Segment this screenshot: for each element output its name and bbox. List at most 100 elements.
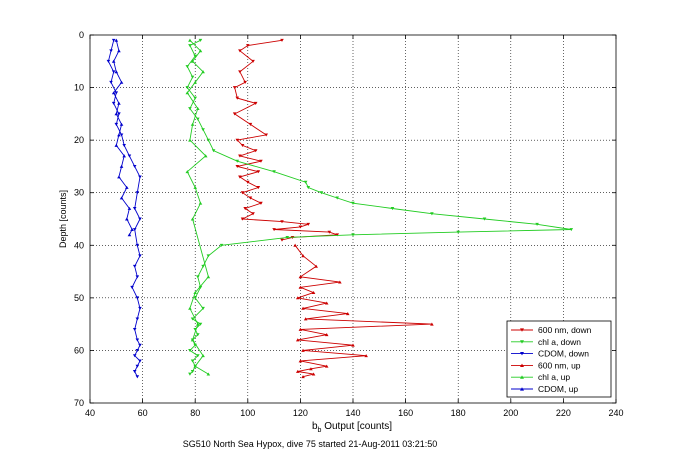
data-point bbox=[188, 306, 192, 310]
data-point bbox=[345, 312, 350, 316]
data-point bbox=[135, 348, 140, 353]
x-tick-label: 100 bbox=[240, 408, 255, 418]
data-point bbox=[127, 154, 132, 158]
legend-label: CDOM, down bbox=[538, 349, 589, 359]
data-point bbox=[201, 70, 205, 74]
data-point bbox=[198, 201, 203, 205]
x-tick-label: 160 bbox=[398, 408, 413, 418]
data-point bbox=[238, 70, 242, 74]
data-point bbox=[298, 225, 303, 229]
data-point bbox=[351, 233, 355, 237]
data-point bbox=[256, 186, 261, 190]
data-point bbox=[196, 333, 200, 337]
data-point bbox=[111, 59, 116, 63]
data-point bbox=[482, 217, 487, 221]
series-cdom-up bbox=[111, 38, 134, 237]
data-point bbox=[309, 367, 313, 371]
data-point bbox=[324, 333, 329, 337]
x-tick-label: 60 bbox=[138, 408, 148, 418]
data-point bbox=[240, 191, 245, 195]
data-point bbox=[193, 296, 197, 300]
x-tick-label: 80 bbox=[190, 408, 200, 418]
data-point bbox=[193, 185, 197, 189]
data-point bbox=[135, 275, 140, 279]
data-point bbox=[311, 372, 316, 376]
data-point bbox=[248, 196, 253, 200]
data-point bbox=[109, 80, 113, 84]
legend-label: chl a, up bbox=[538, 372, 570, 382]
data-point bbox=[122, 143, 126, 148]
x-axis-label: bb Output [counts] bbox=[312, 421, 392, 434]
data-point bbox=[314, 264, 318, 268]
data-point bbox=[259, 159, 263, 163]
data-point bbox=[117, 112, 121, 116]
data-point bbox=[319, 191, 324, 195]
data-point bbox=[198, 285, 203, 289]
data-point bbox=[351, 201, 355, 205]
data-point bbox=[569, 228, 574, 232]
data-point bbox=[127, 206, 132, 210]
data-point bbox=[109, 49, 113, 53]
series-cdom-down bbox=[106, 38, 142, 379]
data-point bbox=[311, 290, 316, 295]
series-chl-a-down bbox=[185, 38, 574, 376]
data-point bbox=[188, 348, 192, 353]
series-line bbox=[186, 39, 209, 375]
data-point bbox=[111, 101, 116, 105]
data-point bbox=[324, 301, 329, 305]
series-line bbox=[233, 39, 338, 241]
data-point bbox=[196, 322, 200, 326]
data-point bbox=[535, 222, 539, 226]
data-point bbox=[190, 338, 195, 342]
data-point bbox=[193, 54, 197, 58]
data-point bbox=[185, 170, 190, 174]
series-line bbox=[186, 39, 572, 375]
data-point bbox=[125, 185, 129, 189]
data-point bbox=[114, 38, 119, 42]
data-point bbox=[190, 59, 195, 63]
data-point bbox=[364, 354, 368, 358]
data-point bbox=[238, 175, 242, 179]
data-point bbox=[264, 133, 269, 137]
y-tick-label: 10 bbox=[74, 83, 84, 93]
data-point bbox=[117, 101, 121, 105]
data-point bbox=[132, 164, 137, 169]
data-point bbox=[259, 201, 263, 205]
data-point bbox=[196, 117, 200, 121]
data-point bbox=[430, 322, 434, 326]
y-tick-label: 50 bbox=[74, 293, 84, 303]
data-point bbox=[303, 180, 308, 184]
data-point bbox=[106, 59, 111, 63]
plot-axes bbox=[89, 34, 617, 404]
data-point bbox=[327, 230, 332, 234]
data-point bbox=[130, 285, 134, 289]
data-point bbox=[301, 375, 305, 379]
data-point bbox=[193, 290, 197, 295]
data-point bbox=[338, 280, 342, 284]
legend-label: 600 nm, down bbox=[538, 325, 592, 335]
data-point bbox=[238, 154, 242, 158]
data-point bbox=[251, 212, 255, 216]
data-point bbox=[280, 238, 284, 242]
data-point bbox=[190, 317, 195, 321]
series-layer bbox=[106, 38, 574, 379]
legend-item: chl a, down bbox=[511, 337, 581, 347]
data-point bbox=[132, 207, 137, 211]
legend-swatch-marker bbox=[520, 375, 524, 379]
data-point bbox=[235, 159, 240, 163]
data-point bbox=[125, 217, 129, 221]
data-point bbox=[335, 233, 340, 237]
x-tick-label: 240 bbox=[608, 408, 623, 418]
legend-box bbox=[506, 320, 612, 398]
data-point bbox=[188, 107, 192, 111]
data-point bbox=[298, 285, 303, 289]
data-point bbox=[206, 275, 211, 279]
data-point bbox=[117, 175, 121, 179]
y-tick-label: 60 bbox=[74, 345, 84, 355]
data-point bbox=[114, 122, 119, 126]
data-point bbox=[185, 65, 190, 69]
data-point bbox=[285, 235, 290, 240]
data-point bbox=[295, 369, 300, 373]
data-point bbox=[272, 170, 276, 174]
x-tick-label: 140 bbox=[345, 408, 360, 418]
